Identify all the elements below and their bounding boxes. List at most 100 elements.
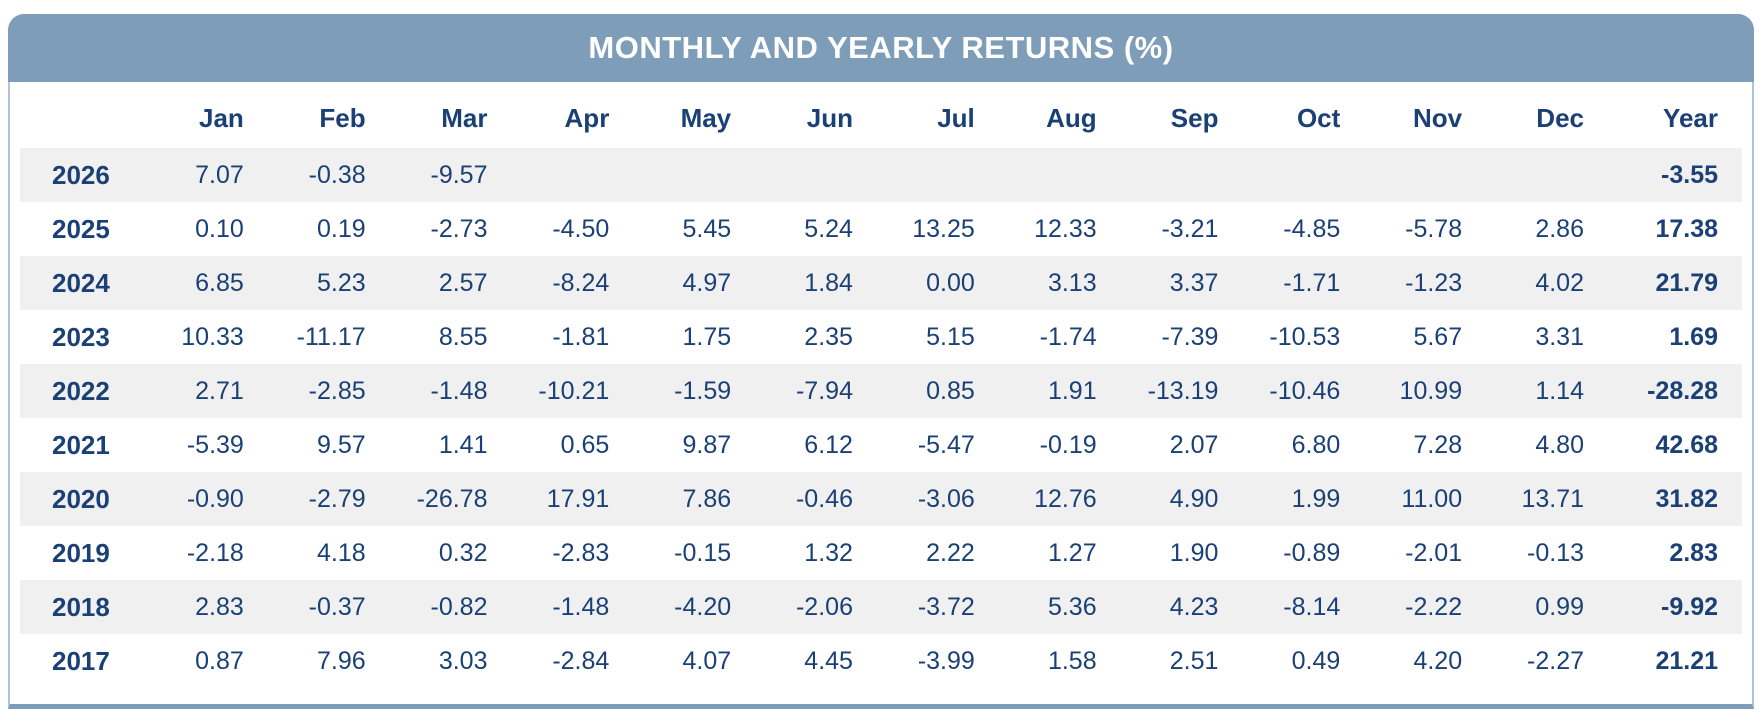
- cell-2022-may: -1.59: [674, 376, 732, 405]
- cell-2024-jan: 6.85: [195, 268, 244, 297]
- cell-2023-dec: 3.31: [1535, 322, 1584, 351]
- cell-2019-sep: 1.90: [1169, 538, 1219, 567]
- cell-2025-nov: -5.78: [1405, 214, 1463, 243]
- cell-2017-sep: 2.51: [1169, 646, 1219, 675]
- cell-2024-dec: 4.02: [1535, 268, 1584, 297]
- cell-2017-feb: 7.96: [316, 646, 366, 675]
- cell-2022-dec: 1.14: [1535, 376, 1584, 405]
- cell-2026-jun: [737, 148, 859, 202]
- cell-2021-mar: 1.41: [438, 430, 488, 459]
- cell-2025-jul: 13.25: [912, 214, 975, 243]
- cell-2018-may: -4.20: [674, 592, 732, 621]
- cell-2021-jun: 6.12: [804, 430, 853, 459]
- table-row-2018: 2018 2.83 -0.37 -0.82 -1.48 -4.20 -2.06 -3.72 5.…: [20, 580, 1742, 634]
- cell-2025-may: 5.45: [682, 214, 732, 243]
- cell-2018-year-total: -9.92: [1661, 592, 1718, 621]
- row-label-2024: 2024: [52, 267, 110, 298]
- table-row-2024: 2024 6.85 5.23 2.57 -8.24 4.97 1.84 0.00 3.13 3.3…: [20, 256, 1742, 310]
- cell-2024-mar: 2.57: [438, 268, 488, 297]
- cell-2017-dec: -2.27: [1527, 646, 1584, 675]
- col-header-year: Year: [1663, 102, 1718, 133]
- cell-2019-may: -0.15: [674, 538, 732, 567]
- cell-2021-may: 9.87: [682, 430, 732, 459]
- column-header-row: Jan Feb Mar Apr May Jun Jul Aug Sep Oct Nov Dec Year: [20, 88, 1742, 148]
- cell-2018-jul: -3.72: [917, 592, 975, 621]
- cell-2023-feb: -11.17: [296, 322, 366, 351]
- cell-2021-oct: 6.80: [1291, 430, 1341, 459]
- cell-2022-oct: -10.46: [1269, 376, 1341, 405]
- cell-2018-mar: -0.82: [430, 592, 488, 621]
- cell-2019-jan: -2.18: [186, 538, 244, 567]
- cell-2020-apr: 17.91: [546, 484, 610, 513]
- col-header-may: May: [680, 102, 732, 133]
- cell-2023-oct: -10.53: [1269, 322, 1341, 351]
- cell-2017-oct: 0.49: [1291, 646, 1341, 675]
- cell-2017-jan: 0.87: [195, 646, 244, 675]
- cell-2026-aug: [981, 148, 1103, 202]
- cell-2021-dec: 4.80: [1535, 430, 1584, 459]
- table-row-2021: 2021 -5.39 9.57 1.41 0.65 9.87 6.12 -5.47 -0.19 2…: [20, 418, 1742, 472]
- cell-2019-year-total: 2.83: [1669, 538, 1718, 567]
- cell-2024-jul: 0.00: [926, 268, 975, 297]
- cell-2019-jun: 1.32: [804, 538, 853, 567]
- cell-2017-jul: -3.99: [917, 646, 975, 675]
- cell-2017-mar: 3.03: [438, 646, 488, 675]
- table-body-panel: Jan Feb Mar Apr May Jun Jul Aug Sep Oct Nov Dec Year…: [8, 82, 1754, 709]
- cell-2021-aug: -0.19: [1039, 430, 1097, 459]
- cell-2025-aug: 12.33: [1034, 214, 1097, 243]
- cell-2026-nov: [1346, 148, 1468, 202]
- row-label-2018: 2018: [52, 591, 110, 622]
- cell-2020-jun: -0.46: [795, 484, 853, 513]
- cell-2021-jul: -5.47: [917, 430, 975, 459]
- cell-2019-aug: 1.27: [1047, 538, 1097, 567]
- cell-2024-oct: -1.71: [1283, 268, 1341, 297]
- cell-2021-apr: 0.65: [560, 430, 610, 459]
- cell-2020-feb: -2.79: [308, 484, 366, 513]
- cell-2022-year-total: -28.28: [1647, 376, 1718, 405]
- cell-2021-jan: -5.39: [186, 430, 244, 459]
- cell-2022-mar: -1.48: [430, 376, 488, 405]
- col-header-mar: Mar: [441, 102, 488, 133]
- cell-2017-year-total: 21.21: [1655, 646, 1718, 675]
- col-header-jul: Jul: [937, 102, 975, 133]
- row-label-2025: 2025: [52, 213, 110, 244]
- cell-2018-nov: -2.22: [1405, 592, 1463, 621]
- cell-2024-apr: -8.24: [552, 268, 610, 297]
- cell-2024-sep: 3.37: [1169, 268, 1219, 297]
- cell-2018-jan: 2.83: [195, 592, 244, 621]
- cell-2021-feb: 9.57: [316, 430, 366, 459]
- cell-2020-sep: 4.90: [1169, 484, 1219, 513]
- cell-2026-jul: [859, 148, 981, 202]
- cell-2025-mar: -2.73: [430, 214, 488, 243]
- col-header-oct: Oct: [1296, 102, 1341, 133]
- cell-2021-nov: 7.28: [1413, 430, 1463, 459]
- cell-2025-year-total: 17.38: [1655, 214, 1718, 243]
- table-row-2023: 2023 10.33 -11.17 8.55 -1.81 1.75 2.35 5.15 -1.7…: [20, 310, 1742, 364]
- col-header-aug: Aug: [1046, 102, 1097, 133]
- cell-2026-apr: [493, 148, 615, 202]
- cell-2023-jul: 5.15: [926, 322, 975, 351]
- cell-2020-jan: -0.90: [186, 484, 244, 513]
- cell-2019-nov: -2.01: [1405, 538, 1463, 567]
- cell-2020-may: 7.86: [682, 484, 732, 513]
- table-title: MONTHLY AND YEARLY RETURNS (%): [588, 30, 1174, 65]
- table-title-bar: MONTHLY AND YEARLY RETURNS (%): [8, 14, 1754, 82]
- cell-2023-apr: -1.81: [552, 322, 610, 351]
- cell-2020-nov: 11.00: [1401, 484, 1463, 513]
- cell-2026-oct: [1224, 148, 1346, 202]
- cell-2025-oct: -4.85: [1283, 214, 1341, 243]
- cell-2018-aug: 5.36: [1047, 592, 1097, 621]
- cell-2018-sep: 4.23: [1169, 592, 1219, 621]
- cell-2017-may: 4.07: [682, 646, 732, 675]
- cell-2019-mar: 0.32: [438, 538, 488, 567]
- cell-2019-dec: -0.13: [1527, 538, 1584, 567]
- cell-2020-mar: -26.78: [416, 484, 488, 513]
- table-row-2017: 2017 0.87 7.96 3.03 -2.84 4.07 4.45 -3.99 1.58 2.…: [20, 634, 1742, 688]
- cell-2017-nov: 4.20: [1413, 646, 1463, 675]
- cell-2026-sep: [1103, 148, 1225, 202]
- table-row-2026: 2026 7.07 -0.38 -9.57 -3.55: [20, 148, 1742, 202]
- cell-2020-jul: -3.06: [917, 484, 975, 513]
- cell-2017-jun: 4.45: [804, 646, 853, 675]
- cell-2024-aug: 3.13: [1047, 268, 1097, 297]
- cell-2018-feb: -0.37: [308, 592, 366, 621]
